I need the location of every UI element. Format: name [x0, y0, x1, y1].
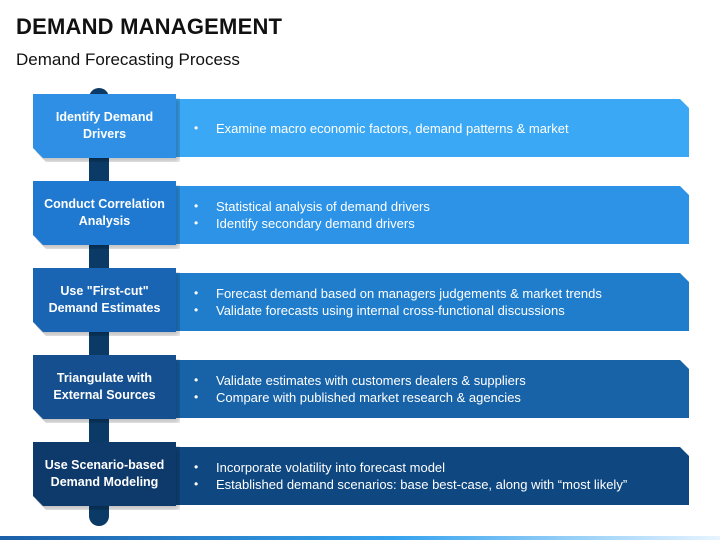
- step-bullets: Examine macro economic factors, demand p…: [194, 99, 569, 157]
- step-tab: Use "First-cut" Demand Estimates: [33, 268, 176, 332]
- step-bullet: Statistical analysis of demand drivers: [194, 198, 430, 215]
- step-bullet: Forecast demand based on managers judgem…: [194, 285, 602, 302]
- step-bullet: Established demand scenarios: base best-…: [194, 476, 627, 493]
- step-tab: Use Scenario-based Demand Modeling: [33, 442, 176, 506]
- step-tab: Identify Demand Drivers: [33, 94, 176, 158]
- page-subtitle: Demand Forecasting Process: [16, 50, 240, 69]
- step-label: Use Scenario-based Demand Modeling: [44, 458, 165, 489]
- process-step: Examine macro economic factors, demand p…: [0, 94, 720, 158]
- process-step: Validate estimates with customers dealer…: [0, 355, 720, 419]
- footer-accent-line: [0, 536, 720, 540]
- step-band: Forecast demand based on managers judgem…: [160, 273, 689, 331]
- step-label: Triangulate with External Sources: [53, 371, 156, 402]
- step-bullet: Compare with published market research &…: [194, 389, 526, 406]
- step-band: Incorporate volatility into forecast mod…: [160, 447, 689, 505]
- step-tab: Conduct Correlation Analysis: [33, 181, 176, 245]
- process-step: Incorporate volatility into forecast mod…: [0, 442, 720, 506]
- step-bullet: Identify secondary demand drivers: [194, 215, 430, 232]
- step-label: Identify Demand Drivers: [55, 110, 154, 141]
- step-label: Use "First-cut" Demand Estimates: [48, 284, 161, 315]
- process-step: Forecast demand based on managers judgem…: [0, 268, 720, 332]
- step-bullets: Incorporate volatility into forecast mod…: [194, 447, 627, 505]
- step-bullet: Examine macro economic factors, demand p…: [194, 120, 569, 137]
- step-bullets: Forecast demand based on managers judgem…: [194, 273, 602, 331]
- process-step: Statistical analysis of demand drivers I…: [0, 181, 720, 245]
- step-band: Examine macro economic factors, demand p…: [160, 99, 689, 157]
- step-bullet: Validate forecasts using internal cross-…: [194, 302, 602, 319]
- step-bullets: Statistical analysis of demand drivers I…: [194, 186, 430, 244]
- step-label: Conduct Correlation Analysis: [44, 197, 165, 228]
- step-bullet: Validate estimates with customers dealer…: [194, 372, 526, 389]
- page-title: DEMAND MANAGEMENT: [16, 14, 283, 39]
- step-bullet: Incorporate volatility into forecast mod…: [194, 459, 627, 476]
- step-band: Statistical analysis of demand drivers I…: [160, 186, 689, 244]
- step-band: Validate estimates with customers dealer…: [160, 360, 689, 418]
- step-tab: Triangulate with External Sources: [33, 355, 176, 419]
- step-bullets: Validate estimates with customers dealer…: [194, 360, 526, 418]
